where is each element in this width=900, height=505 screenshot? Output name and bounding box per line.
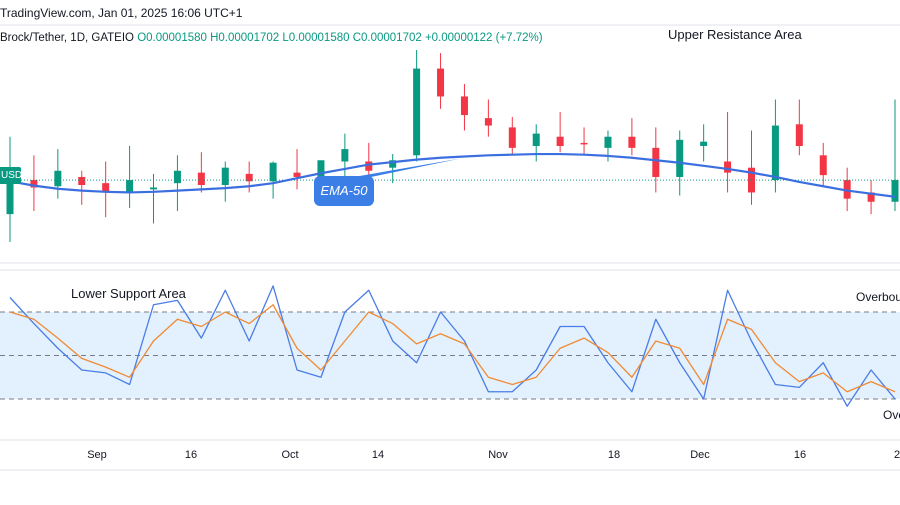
candle-body (867, 192, 875, 202)
candle-body (437, 68, 445, 97)
x-tick-label: 2 (894, 449, 900, 461)
stochastic-band (0, 311, 900, 400)
stochastic-lines (9, 285, 896, 407)
candle-body (556, 136, 564, 146)
candle-body (795, 124, 803, 146)
candle-body (652, 147, 660, 177)
x-tick-label: 16 (185, 449, 197, 461)
candle-body (843, 180, 851, 199)
candle-body (413, 68, 421, 156)
x-tick-label: 18 (608, 449, 620, 461)
candle-body (891, 180, 899, 202)
candle-body (30, 180, 38, 188)
overbought-label: Overbought (856, 290, 900, 304)
x-tick-label: Nov (488, 449, 508, 461)
candle-body (628, 136, 636, 148)
candle-body (580, 142, 588, 145)
ema-callout-pointer (348, 158, 461, 178)
candle-body (173, 170, 181, 184)
candle-body (102, 183, 110, 193)
candle-body (747, 167, 755, 193)
x-tick-label: Sep (87, 449, 107, 461)
candle-body (700, 141, 708, 146)
candle-body (317, 160, 325, 177)
symbol-legend: Brock/Tether, 1D, GATEIO O0.00001580 H0.… (0, 32, 543, 44)
candle-body (126, 180, 134, 193)
candle-body (150, 187, 158, 190)
x-tick-label: 16 (794, 449, 806, 461)
candle-body (197, 172, 205, 186)
stochastic-d-line (9, 304, 896, 393)
candle-body (819, 155, 827, 176)
ohlc-values: O0.00001580 H0.00001702 L0.00001580 C0.0… (137, 32, 543, 44)
chart-source: TradingView.com, Jan 01, 2025 16:06 UTC+… (0, 6, 243, 20)
x-tick-label: Oct (281, 449, 298, 461)
ema-50-line (9, 152, 896, 198)
grid-layer (0, 24, 900, 471)
candle-body (676, 139, 684, 177)
x-tick-label: Dec (690, 449, 710, 461)
candle-body (78, 176, 86, 186)
candle-body (508, 127, 516, 148)
candle-body (389, 160, 397, 168)
candle-body (484, 118, 492, 126)
candle-body (6, 172, 14, 215)
candle-body (341, 149, 349, 162)
candle-body (365, 161, 373, 171)
candle-body (532, 133, 540, 146)
symbol-name: Brock/Tether, 1D, GATEIO (0, 32, 134, 44)
candle-body (604, 136, 612, 148)
stochastic-k-line (9, 285, 896, 407)
upper-resistance-label: Upper Resistance Area (668, 27, 802, 42)
candle-body (245, 173, 253, 182)
candle-body (221, 167, 229, 186)
candles (0, 50, 900, 242)
oversold-label: Oversold (883, 408, 900, 422)
lower-support-label: Lower Support Area (71, 286, 186, 301)
candle-body (460, 96, 468, 116)
candle-body (293, 172, 301, 177)
candle-body (269, 162, 277, 182)
candle-body (771, 125, 779, 181)
last-price-tag: USDT (0, 167, 21, 184)
candle-body (54, 170, 62, 187)
x-tick-label: 14 (372, 449, 384, 461)
ema-layer (9, 152, 896, 198)
candle-body (724, 161, 732, 173)
x-axis: Sep 16 Oct 14 Nov 18 Dec 16 2 (87, 449, 900, 461)
ema-50-callout: EMA-50 (314, 176, 374, 206)
